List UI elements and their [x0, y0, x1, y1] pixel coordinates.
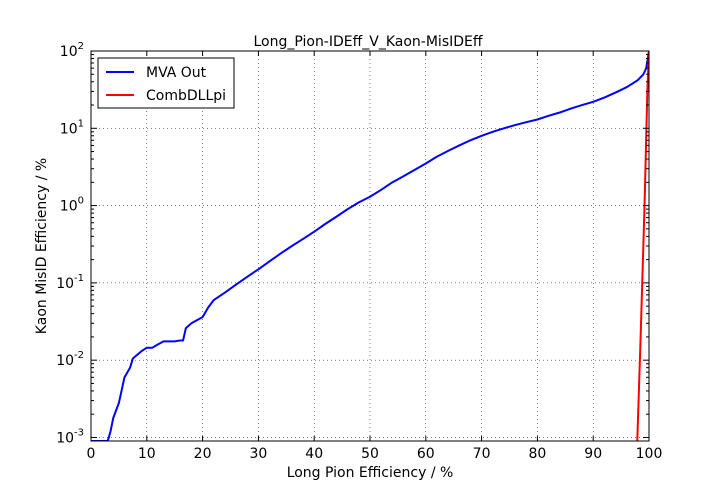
y-tick-label: 10-3 — [56, 427, 84, 446]
x-tick-label: 20 — [194, 446, 212, 462]
x-tick-label: 10 — [138, 446, 156, 462]
grid — [91, 51, 649, 441]
x-tick-label: 40 — [305, 446, 323, 462]
legend-label: CombDLLpi — [146, 88, 226, 104]
y-tick-label: 102 — [60, 41, 84, 60]
y-tick-label: 101 — [60, 118, 84, 137]
series-line-1 — [91, 51, 649, 441]
x-tick-label: 60 — [417, 446, 435, 462]
x-axis-label: Long Pion Efficiency / % — [287, 465, 454, 481]
ticks: 0 10 20 30 40 50 60 70 80 90 100 10-3 10-2 10-1 100 101… — [56, 41, 662, 462]
y-axis-label: Kaon MisID Efficiency / % — [34, 158, 50, 334]
y-tick-label: 10-1 — [56, 273, 84, 292]
x-tick-label: 30 — [249, 446, 267, 462]
x-tick-label: 0 — [87, 446, 96, 462]
x-tick-label: 50 — [361, 446, 379, 462]
chart-title: Long_Pion-IDEff_V_Kaon-MisIDEff — [253, 34, 482, 50]
x-tick-label: 90 — [584, 446, 602, 462]
x-tick-label: 80 — [528, 446, 546, 462]
x-tick-label: 70 — [473, 446, 491, 462]
legend-label: MVA Out — [146, 65, 207, 81]
legend: MVA Out CombDLLpi — [97, 57, 235, 109]
x-tick-label: 100 — [636, 446, 663, 462]
y-tick-label: 10-2 — [56, 350, 84, 369]
legend-box — [97, 57, 235, 109]
series-layer — [91, 51, 649, 441]
y-tick-label: 100 — [60, 196, 84, 215]
